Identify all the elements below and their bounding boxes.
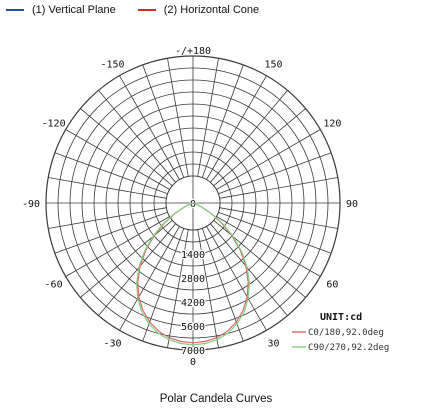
radial-tick-label: 0 [190,199,196,210]
grid-spoke [206,75,267,180]
grid-spoke [219,207,338,229]
grid-spoke [119,226,180,331]
grid-spoke [218,152,332,195]
angle-label: -30 [103,338,121,349]
series-legend-label: C90/270,92.2deg [308,343,389,353]
radial-tick-label: 1400 [181,250,205,261]
grid-spoke [206,226,267,331]
unit-label: UNIT:cd [320,312,362,323]
chart-legend: (1) Vertical Plane (2) Horizontal Cone [6,2,281,18]
angle-label: 30 [267,338,279,349]
grid-spoke [167,229,189,348]
grid-spoke [167,58,189,177]
grid-spoke [98,223,176,316]
angle-label: -120 [42,119,66,130]
grid-spoke [213,220,306,298]
grid-spoke [80,220,173,298]
grid-spoke [80,108,173,186]
grid-spoke [197,229,219,348]
angle-label: -/+180 [175,46,211,57]
grid-spoke [48,207,167,229]
grid-spoke [218,211,332,254]
grid-spoke [54,211,168,254]
legend-label-horizontal-cone: (2) Horizontal Cone [163,4,260,16]
legend-swatch-vertical-plane [6,9,24,11]
grid-spoke [48,177,167,199]
legend-swatch-horizontal-cone [137,9,156,11]
legend-label-vertical-plane: (1) Vertical Plane [32,4,116,16]
grid-spoke [219,177,338,199]
radial-tick-label: 4200 [181,298,205,309]
angle-label: -60 [45,280,63,291]
grid-spoke [213,108,306,186]
angle-label: -150 [100,60,124,71]
grid-spoke [54,152,168,195]
radial-tick-label: 2800 [181,274,205,285]
angle-label: 60 [326,280,338,291]
chart-caption: Polar Candela Curves [159,393,273,405]
series-curve [135,202,251,346]
legend-item-horizontal-cone: (2) Horizontal Cone [137,4,260,16]
series-legend-label: C0/180,92.0deg [308,328,384,338]
angle-label: 90 [346,199,358,210]
angle-label: -90 [22,199,40,210]
grid-spoke [201,64,244,178]
angle-label: 0 [190,357,196,368]
radial-tick-label: 7000 [181,346,205,357]
grid-spoke [119,75,180,180]
grid-spoke [210,223,288,316]
grid-spoke [210,90,288,183]
polar-candela-chart: -/+180 150 -150 120 -120 90 -90 60 -60 30 -30 0 0 140… [22,46,389,368]
grid-spoke [197,58,219,177]
angle-label: 150 [264,60,282,71]
grid-spoke [98,90,176,183]
legend-item-vertical-plane: (1) Vertical Plane [6,4,116,16]
grid-spoke [142,64,185,178]
grid-spoke [65,216,170,277]
grid-spoke [65,129,170,190]
radial-tick-label: 5600 [181,322,205,333]
grid-spoke [216,216,321,277]
grid-spoke [216,129,321,190]
angle-label: 120 [323,119,341,130]
